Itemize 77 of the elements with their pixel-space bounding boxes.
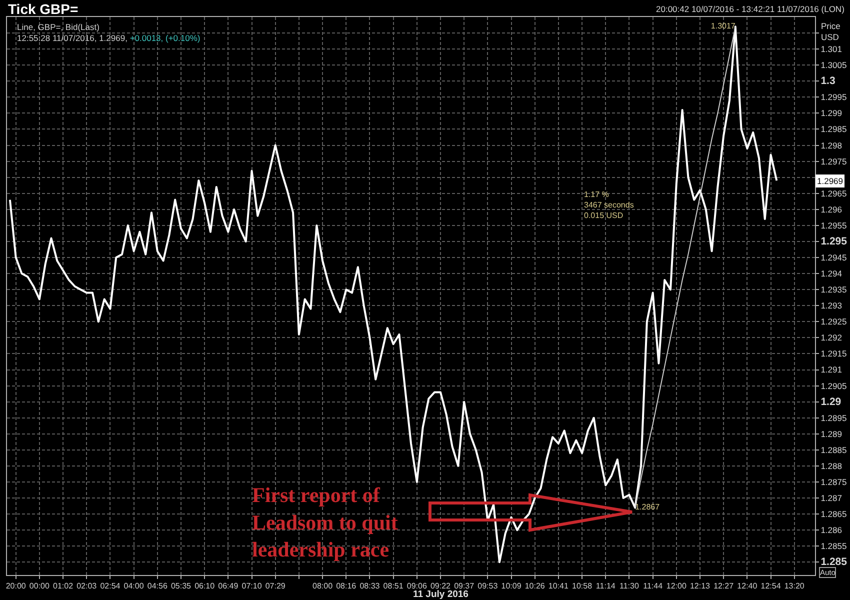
y-tick-label: 1.29 xyxy=(820,396,842,408)
y-tick-label: 1.2905 xyxy=(820,380,847,391)
x-tick-label: 06:49 xyxy=(218,582,239,591)
x-tick-label: 04:00 xyxy=(124,582,144,591)
x-axis-title: 11 July 2016 xyxy=(413,589,468,600)
data-label: 1.3017 xyxy=(710,22,736,31)
annotation: 1.2969 xyxy=(817,176,844,186)
x-tick-label: 07:10 xyxy=(242,582,262,591)
x-tick-label: 09:53 xyxy=(478,582,498,591)
x-tick-label: 11:30 xyxy=(620,582,640,591)
y-tick-label: 1.2965 xyxy=(820,188,847,198)
y-tick-label: 1.285 xyxy=(820,556,848,568)
y-tick-label: 1.295 xyxy=(820,235,848,248)
x-tick-label: 12:40 xyxy=(737,582,758,591)
y-tick-label: 1.292 xyxy=(820,332,842,343)
x-tick-label: 04:56 xyxy=(147,582,168,591)
y-tick-label: 1.2945 xyxy=(820,252,847,262)
x-tick-label: 12:54 xyxy=(760,582,782,591)
y-tick-label: 1.2975 xyxy=(820,156,847,166)
y-tick-label: 1.2875 xyxy=(820,476,847,487)
y-tick-label: 1.289 xyxy=(820,428,842,439)
y-tick-label: 1.2985 xyxy=(820,124,847,134)
x-tick-label: 00:00 xyxy=(29,582,50,591)
x-tick-label: 05:35 xyxy=(170,582,192,591)
y-tick-label: 1.288 xyxy=(820,460,842,471)
y-tick-label: 1.296 xyxy=(820,204,842,214)
annotation: 12:55:28 11/07/2016, 1.2969, xyxy=(17,33,128,43)
x-tick-label: 01:02 xyxy=(53,582,74,591)
x-tick-label: 08:16 xyxy=(336,582,357,591)
x-tick-label: 09:22 xyxy=(430,582,452,591)
x-tick-label: 11:44 xyxy=(643,582,664,591)
y-tick-label: 1.299 xyxy=(820,108,842,118)
y-tick-label: 1.3 xyxy=(820,75,836,88)
y-tick-label: 1.2935 xyxy=(820,284,847,295)
x-tick-label: 09:06 xyxy=(406,582,428,591)
x-tick-label: 10:58 xyxy=(572,582,593,591)
x-tick-label: 08:00 xyxy=(312,582,334,591)
x-tick-label: 13:20 xyxy=(784,582,805,591)
y-tick-label: 1.286 xyxy=(820,525,842,536)
y-tick-label: 1.294 xyxy=(820,268,842,279)
y-tick-label: 1.2895 xyxy=(820,412,847,423)
y-tick-label: 1.293 xyxy=(820,300,842,311)
x-tick-label: 08:33 xyxy=(360,582,380,591)
y-axis-title: Price USD xyxy=(821,21,841,42)
y-tick-label: 1.301 xyxy=(820,44,842,54)
x-tick-label: 12:00 xyxy=(666,582,687,591)
y-tick-label: 1.2865 xyxy=(820,509,847,520)
x-tick-label: 12:13 xyxy=(690,582,711,591)
x-tick-label: 09:37 xyxy=(454,582,475,591)
x-tick-label: 02:03 xyxy=(76,582,98,591)
y-tick-label: 1.2995 xyxy=(820,92,847,102)
y-tick-label: 1.287 xyxy=(820,493,842,504)
y-tick-label: 1.2885 xyxy=(820,444,847,455)
y-tick-label: 1.298 xyxy=(820,140,842,150)
y-tick-label: 1.2915 xyxy=(820,348,847,359)
y-tick-label: 1.2955 xyxy=(820,220,847,230)
x-tick-label: 10:41 xyxy=(548,582,570,591)
x-tick-label: 20:00 xyxy=(6,582,26,591)
x-tick-label: 11:14 xyxy=(596,582,616,591)
x-tick-label: 12:27 xyxy=(714,582,734,591)
x-tick-label: 02:54 xyxy=(100,582,121,591)
annotation: 1.17 % 3467 seconds 0.015 USD xyxy=(584,190,634,220)
text: 20:00:42 10/07/2016 - 13:42:21 11/07/2016 (LON) xyxy=(656,4,845,14)
data-label: 1.2867 xyxy=(635,502,660,512)
y-tick-label: 1.291 xyxy=(820,364,842,375)
annotation: +0.0013, (+0.10%) xyxy=(130,33,200,43)
x-tick-label: 06:10 xyxy=(194,582,216,591)
x-tick-label: 10:09 xyxy=(501,582,522,591)
chart-title: Tick GBP= xyxy=(8,0,78,17)
x-tick-label: 08:51 xyxy=(383,582,404,591)
annotation: First report of Leadsom to quit leadership race xyxy=(252,483,398,562)
y-tick-label: 1.2855 xyxy=(820,541,847,552)
x-tick-label: 10:26 xyxy=(524,582,546,591)
x-tick-label: 07:29 xyxy=(265,582,286,591)
y-tick-label: 1.2925 xyxy=(820,316,847,327)
annotation: Line, GBP=, Bid(Last) xyxy=(17,22,100,32)
y-tick-label: 1.3005 xyxy=(820,60,847,70)
